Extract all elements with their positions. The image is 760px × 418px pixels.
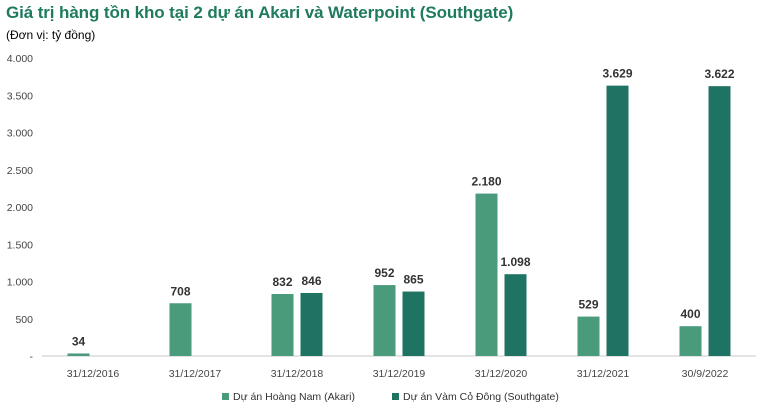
y-tick-label: 2.000 xyxy=(7,202,33,214)
x-tick-label: 31/12/2016 xyxy=(67,368,120,380)
bar-series-2 xyxy=(606,85,629,357)
y-tick-label: 1.000 xyxy=(7,277,33,289)
x-tick-label: 31/12/2019 xyxy=(373,368,426,380)
data-label: 529 xyxy=(578,298,598,312)
legend-swatch-2 xyxy=(392,393,399,400)
bar-series-2 xyxy=(504,274,527,356)
data-label: 34 xyxy=(72,334,86,348)
legend-swatch-1 xyxy=(222,393,229,400)
y-tick-label: - xyxy=(30,351,34,363)
data-label: 952 xyxy=(374,266,394,280)
bar-series-1 xyxy=(169,303,192,356)
bar-series-1 xyxy=(373,285,396,356)
bar-series-2 xyxy=(402,291,425,356)
data-label: 708 xyxy=(170,284,190,298)
legend-label-2: Dự án Vàm Cỏ Đông (Southgate) xyxy=(403,391,559,403)
data-label: 3.629 xyxy=(602,67,632,81)
bar-series-2 xyxy=(708,86,731,356)
y-tick-label: 3.000 xyxy=(7,128,33,140)
chart-title: Giá trị hàng tồn kho tại 2 dự án Akari v… xyxy=(6,3,514,22)
data-label: 832 xyxy=(272,275,292,289)
chart-subtitle: (Đơn vị: tỷ đồng) xyxy=(6,28,96,42)
y-tick-label: 3.500 xyxy=(7,90,33,102)
y-tick-label: 500 xyxy=(15,314,33,326)
x-tick-label: 31/12/2020 xyxy=(475,368,528,380)
data-label: 3.622 xyxy=(704,67,734,81)
y-tick-label: 1.500 xyxy=(7,239,33,251)
data-label: 865 xyxy=(403,273,423,287)
data-label: 400 xyxy=(680,307,700,321)
bar-series-1 xyxy=(577,316,600,356)
bar-series-1 xyxy=(475,193,498,356)
x-tick-label: 31/12/2021 xyxy=(577,368,630,380)
bar-series-1 xyxy=(67,353,90,356)
data-label: 846 xyxy=(301,274,321,288)
data-label: 1.098 xyxy=(500,255,530,269)
legend-label-1: Dự án Hoàng Nam (Akari) xyxy=(233,391,355,403)
x-tick-label: 30/9/2022 xyxy=(682,368,729,380)
bar-series-1 xyxy=(271,294,294,356)
y-tick-label: 4.000 xyxy=(7,53,33,65)
data-label: 2.180 xyxy=(471,175,501,189)
bar-series-1 xyxy=(679,326,702,356)
x-tick-label: 31/12/2017 xyxy=(169,368,222,380)
y-tick-label: 2.500 xyxy=(7,165,33,177)
x-tick-label: 31/12/2018 xyxy=(271,368,324,380)
bar-series-2 xyxy=(300,292,323,356)
